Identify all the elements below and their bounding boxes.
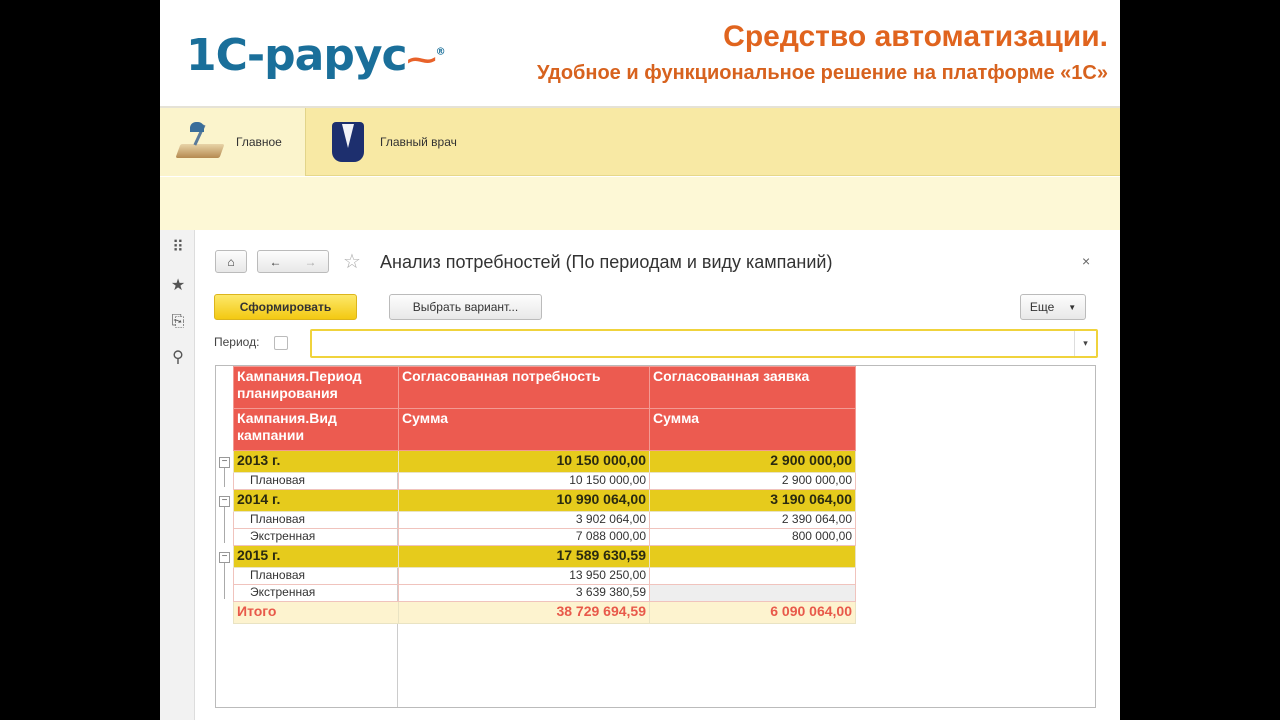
cell: 10 150 000,00 [398,472,650,490]
section-chief-doctor-label: Главный врач [380,135,457,149]
choose-variant-button[interactable]: Выбрать вариант... [389,294,542,320]
tree-line [224,507,225,543]
cell: 2015 г. [233,545,399,568]
logo-swoosh-icon: ⁓ [406,43,437,78]
section-main-label: Главное [236,135,282,149]
desk-lamp-icon [175,120,225,164]
cell: Экстренная [233,584,399,602]
more-button[interactable]: Еще ▼ [1020,294,1086,320]
item-row: Плановая 10 150 000,00 2 900 000,00 [233,472,856,490]
period-input[interactable]: ▾ [310,329,1098,358]
cell: 13 950 250,00 [398,567,650,585]
cell: 2013 г. [233,450,399,473]
header-row: Кампания.Период планирования Согласованна… [233,366,856,409]
registered-icon: ® [435,46,446,58]
cell: 38 729 694,59 [398,601,650,624]
cell: 3 190 064,00 [649,489,856,512]
cell: Плановая [233,567,399,585]
form-title: Анализ потребностей (По периодам и виду … [380,252,833,272]
item-row: Плановая 3 902 064,00 2 390 064,00 [233,511,856,529]
cell: 10 990 064,00 [398,489,650,512]
home-button[interactable]: ⌂ [215,250,247,273]
tree-line [224,563,225,599]
tree-line [224,468,225,487]
slide-title: Средство автоматизации. [723,20,1108,53]
history-icon[interactable]: ⎘ [171,313,185,330]
cell: Плановая [233,472,399,490]
cell [649,584,856,602]
cell: Согласованная потребность [398,366,650,409]
report-grid[interactable]: Кампания.Период планирования Согласованна… [215,365,1096,708]
cell [649,545,856,568]
cell: 2014 г. [233,489,399,512]
item-row: Экстренная 7 088 000,00 800 000,00 [233,528,856,546]
close-icon[interactable]: × [1082,253,1091,269]
sections-panel: Главное Главный врач [160,106,1120,176]
cell: 3 902 064,00 [398,511,650,529]
cell [649,567,856,585]
collapse-icon[interactable]: − [219,457,230,468]
cell: 3 639 380,59 [398,584,650,602]
period-checkbox[interactable] [274,336,288,350]
cell: Согласованная заявка [649,366,856,409]
star-icon[interactable]: ★ [170,277,186,294]
group-row: 2013 г. 10 150 000,00 2 900 000,00 [233,450,856,473]
cell: Итого [233,601,399,624]
dropdown-icon[interactable]: ▾ [1074,331,1096,356]
sidebar: ⠿ ★ ⎘ ⚲ [160,230,195,720]
nav-buttons: ← → [257,250,329,273]
favorite-star-icon[interactable]: ☆ [343,251,361,273]
company-logo: 1С-рарус⁓® [186,30,446,81]
cell: Сумма [649,408,856,451]
logo-text: 1С-рарус [186,30,408,81]
group-row: 2015 г. 17 589 630,59 [233,545,856,568]
item-row: Экстренная 3 639 380,59 [233,584,856,602]
slide-subtitle: Удобное и функциональное решение на плат… [536,62,1108,84]
search-icon[interactable]: ⚲ [172,349,184,366]
cell: 17 589 630,59 [398,545,650,568]
collapse-icon[interactable]: − [219,552,230,563]
cell: Экстренная [233,528,399,546]
more-label: Еще [1029,300,1055,314]
generate-button[interactable]: Сформировать [214,294,357,320]
cell: 2 900 000,00 [649,472,856,490]
report-table: Кампания.Период планирования Согласованна… [233,366,856,624]
cell: Кампания.Вид кампании [233,408,399,451]
total-row: Итого 38 729 694,59 6 090 064,00 [233,601,856,624]
period-label: Период: [214,335,260,349]
cell: Плановая [233,511,399,529]
group-row: 2014 г. 10 990 064,00 3 190 064,00 [233,489,856,512]
cell: 10 150 000,00 [398,450,650,473]
cell: 6 090 064,00 [649,601,856,624]
collapse-icon[interactable]: − [219,496,230,507]
cell: Кампания.Период планирования [233,366,399,409]
cell: 800 000,00 [649,528,856,546]
cell: 2 390 064,00 [649,511,856,529]
section-chief-doctor[interactable]: Главный врач [328,108,528,176]
forward-icon[interactable]: → [304,254,317,269]
cell: Сумма [398,408,650,451]
section-main[interactable]: Главное [160,108,306,176]
commands-panel [160,177,1120,230]
doctor-coat-icon [328,120,368,164]
header-row: Кампания.Вид кампании Сумма Сумма [233,408,856,451]
home-icon: ⌂ [227,254,235,269]
chevron-down-icon: ▼ [1068,302,1077,312]
apps-grid-icon[interactable]: ⠿ [172,239,184,256]
cell: 7 088 000,00 [398,528,650,546]
cell: 2 900 000,00 [649,450,856,473]
slide: 1С-рарус⁓® Средство автоматизации. Удобн… [160,0,1120,720]
item-row: Плановая 13 950 250,00 [233,567,856,585]
back-icon[interactable]: ← [269,254,282,269]
